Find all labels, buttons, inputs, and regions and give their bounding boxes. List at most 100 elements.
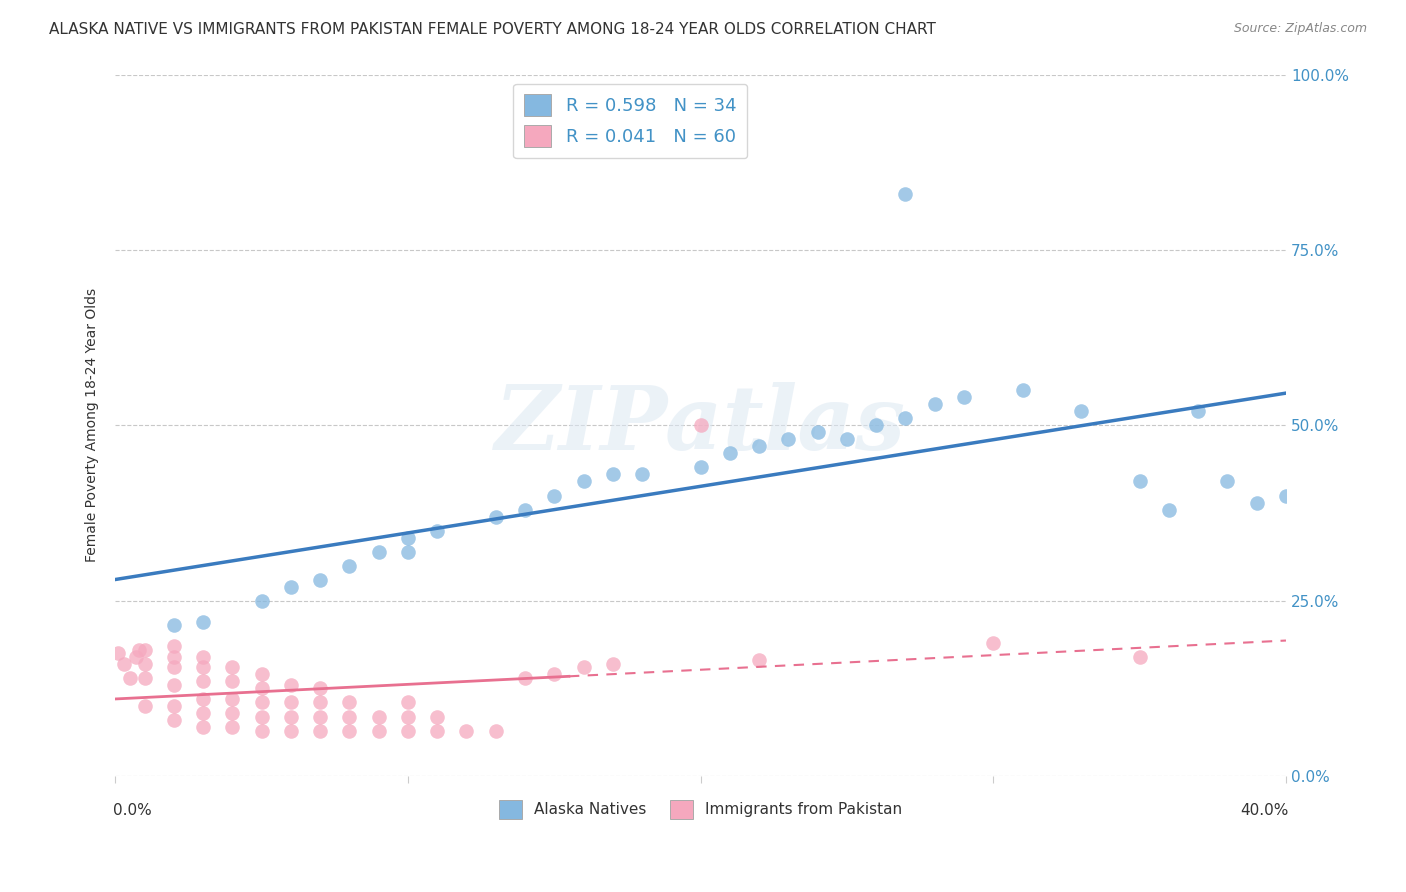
Point [456,723,478,738]
Point [118,671,141,685]
Point [163,618,186,632]
Point [134,657,156,671]
Point [485,509,508,524]
Text: Source: ZipAtlas.com: Source: ZipAtlas.com [1233,22,1367,36]
Point [221,660,243,674]
Point [107,646,129,660]
Point [543,489,565,503]
Point [221,674,243,689]
Point [309,709,332,723]
Point [1187,404,1209,418]
Point [191,692,214,706]
Legend: Alaska Natives, Immigrants from Pakistan: Alaska Natives, Immigrants from Pakistan [494,794,908,825]
Text: 0.0%: 0.0% [112,803,152,818]
Point [924,397,946,411]
Point [367,709,389,723]
Point [396,531,419,545]
Point [221,692,243,706]
Point [339,723,361,738]
Point [128,643,150,657]
Point [894,411,917,425]
Text: 40.0%: 40.0% [1240,803,1288,818]
Point [250,593,273,607]
Point [280,723,302,738]
Point [426,524,449,538]
Point [835,433,858,447]
Point [125,649,148,664]
Point [250,681,273,696]
Point [191,720,214,734]
Point [250,723,273,738]
Point [981,636,1004,650]
Point [339,558,361,573]
Point [602,467,624,482]
Point [572,475,595,489]
Point [485,723,508,738]
Point [631,467,654,482]
Point [748,653,770,667]
Point [309,573,332,587]
Point [367,723,389,738]
Point [1246,495,1268,509]
Point [1129,475,1152,489]
Point [191,660,214,674]
Point [1275,489,1298,503]
Point [163,678,186,692]
Text: ALASKA NATIVE VS IMMIGRANTS FROM PAKISTAN FEMALE POVERTY AMONG 18-24 YEAR OLDS C: ALASKA NATIVE VS IMMIGRANTS FROM PAKISTA… [49,22,936,37]
Point [1157,502,1180,516]
Point [250,709,273,723]
Point [1070,404,1092,418]
Point [163,698,186,713]
Point [309,696,332,710]
Point [513,671,536,685]
Point [280,580,302,594]
Point [163,660,186,674]
Point [396,723,419,738]
Point [250,696,273,710]
Point [134,698,156,713]
Point [221,706,243,720]
Point [309,723,332,738]
Point [513,502,536,516]
Point [163,649,186,664]
Point [280,696,302,710]
Text: ZIPatlas: ZIPatlas [495,382,905,468]
Point [1216,475,1239,489]
Point [191,649,214,664]
Point [718,446,741,460]
Point [309,681,332,696]
Point [396,544,419,558]
Point [280,709,302,723]
Point [191,674,214,689]
Point [396,709,419,723]
Point [807,425,830,440]
Point [163,713,186,727]
Point [134,643,156,657]
Y-axis label: Female Poverty Among 18-24 Year Olds: Female Poverty Among 18-24 Year Olds [86,288,100,563]
Point [396,696,419,710]
Point [367,544,389,558]
Point [748,439,770,453]
Point [602,657,624,671]
Point [280,678,302,692]
Point [426,709,449,723]
Point [778,433,800,447]
Point [134,671,156,685]
Point [689,460,711,475]
Point [953,390,976,404]
Point [250,667,273,681]
Point [221,720,243,734]
Point [1011,384,1033,398]
Point [689,418,711,433]
Point [163,640,186,654]
Point [572,660,595,674]
Point [191,706,214,720]
Point [1129,649,1152,664]
Point [894,186,917,201]
Point [339,696,361,710]
Point [112,657,135,671]
Point [543,667,565,681]
Point [865,418,887,433]
Point [426,723,449,738]
Point [191,615,214,629]
